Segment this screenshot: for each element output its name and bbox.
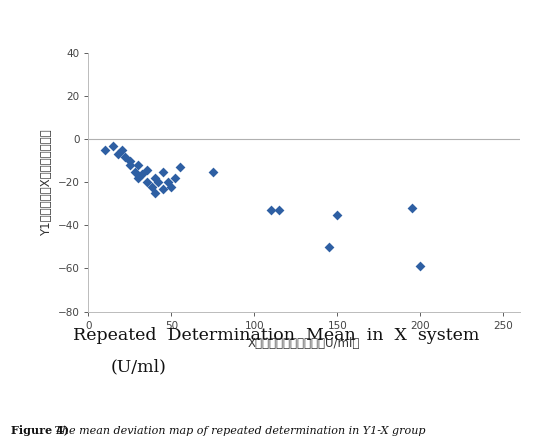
Point <box>150 190 159 197</box>
Point <box>159 185 168 192</box>
Point <box>109 142 118 150</box>
Point <box>147 183 156 190</box>
Point <box>142 166 151 173</box>
Point <box>167 183 176 190</box>
Point <box>150 174 159 182</box>
Point <box>408 205 416 212</box>
Text: The mean deviation map of repeated determination in Y1-X group: The mean deviation map of repeated deter… <box>51 426 425 436</box>
Point <box>114 151 123 158</box>
Y-axis label: Y1系统均值与X系统均值的差値: Y1系统均值与X系统均值的差値 <box>40 129 54 236</box>
Point <box>142 179 151 186</box>
Point <box>325 243 333 251</box>
X-axis label: X系统重复测定的均值（U/ml）: X系统重复测定的均值（U/ml） <box>248 337 361 351</box>
Point <box>137 170 146 178</box>
Point <box>154 179 163 186</box>
Text: (U/ml): (U/ml) <box>110 358 166 375</box>
Point <box>175 164 184 171</box>
Point <box>164 179 173 186</box>
Point <box>208 168 217 175</box>
Point <box>333 211 342 218</box>
Point <box>126 162 134 169</box>
Point <box>134 162 143 169</box>
Point <box>170 174 179 182</box>
Point <box>101 147 109 154</box>
Point <box>117 147 126 154</box>
Point <box>131 168 139 175</box>
Point <box>416 263 425 270</box>
Text: Figure 4): Figure 4) <box>11 425 69 436</box>
Point <box>121 153 129 160</box>
Point <box>126 158 134 165</box>
Point <box>134 174 143 182</box>
Point <box>267 207 275 214</box>
Point <box>159 168 168 175</box>
Text: Repeated  Determination  Mean  in  X  system: Repeated Determination Mean in X system <box>74 327 479 344</box>
Point <box>275 207 284 214</box>
